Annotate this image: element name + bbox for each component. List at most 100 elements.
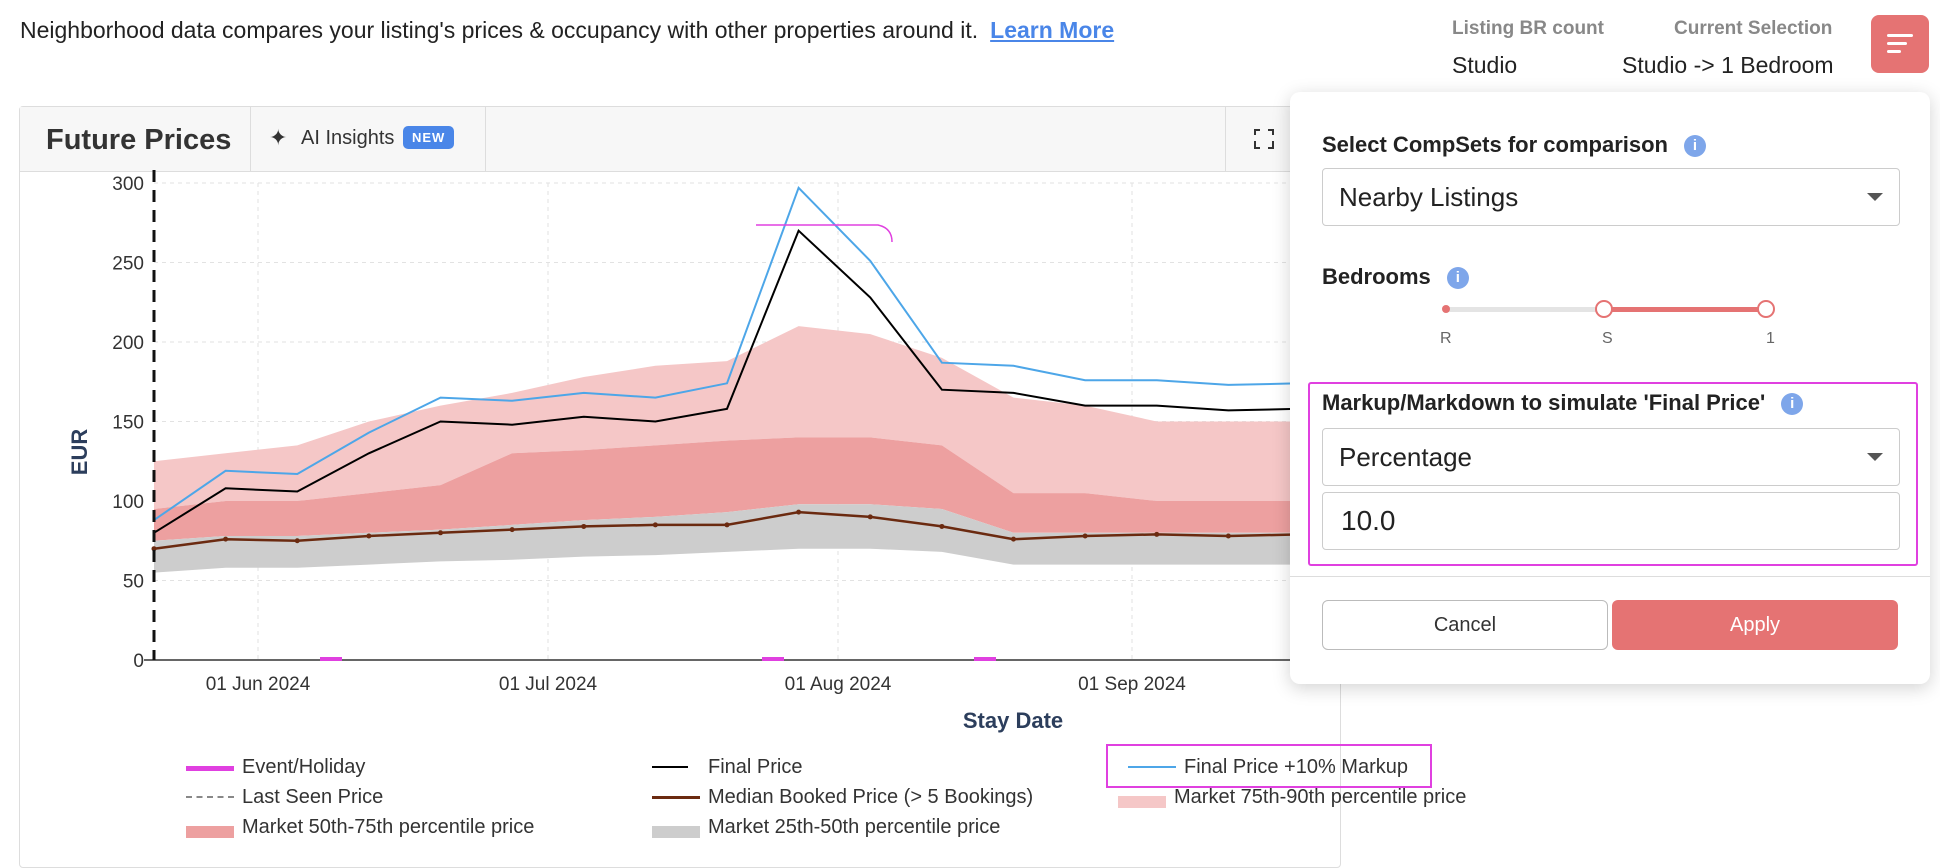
compsets-label-row: Select CompSets for comparison i xyxy=(1322,132,1706,158)
cancel-button[interactable]: Cancel xyxy=(1322,600,1608,650)
y-tick-label: 250 xyxy=(112,254,144,275)
legend-swatch xyxy=(186,826,234,838)
legend-label: Final Price xyxy=(708,756,803,778)
event-marker xyxy=(320,657,342,661)
info-icon[interactable]: i xyxy=(1683,135,1706,158)
markup-type-select[interactable]: Percentage xyxy=(1322,428,1900,486)
legend-item[interactable]: Median Booked Price (> 5 Bookings) xyxy=(652,786,1033,809)
apply-button[interactable]: Apply xyxy=(1612,600,1898,650)
description-text: Neighborhood data compares your listing'… xyxy=(20,17,979,43)
legend-item[interactable]: Market 75th-90th percentile price xyxy=(1118,786,1466,809)
series-final-price-markup xyxy=(153,185,1301,521)
compsets-label: Select CompSets for comparison xyxy=(1322,132,1668,157)
legend-label: Median Booked Price (> 5 Bookings) xyxy=(708,786,1034,808)
median-point xyxy=(939,523,945,529)
slider-tick-s: S xyxy=(1602,330,1613,347)
legend-item[interactable]: Event/Holiday xyxy=(186,756,365,779)
legend-swatch xyxy=(186,796,234,798)
panel-divider xyxy=(1290,576,1930,577)
median-point xyxy=(151,546,157,552)
median-point xyxy=(509,527,515,533)
median-point xyxy=(796,509,802,515)
legend-swatch xyxy=(1118,796,1166,808)
annotation-arrow xyxy=(756,224,893,243)
y-tick-label: 200 xyxy=(112,333,144,354)
x-tick-label: 01 Jul 2024 xyxy=(499,674,598,695)
legend-highlight-box xyxy=(1106,744,1432,788)
y-tick-label: 50 xyxy=(123,572,144,593)
band-25-50 xyxy=(154,504,1300,573)
compset-settings-panel: Select CompSets for comparison i Nearby L… xyxy=(1290,92,1930,684)
new-badge: NEW xyxy=(403,126,455,149)
sort-lines-icon xyxy=(1887,34,1913,37)
median-point xyxy=(366,533,372,539)
y-tick-label: 150 xyxy=(112,413,144,434)
br-count-value: Studio xyxy=(1452,52,1518,78)
legend-item[interactable]: Market 25th-50th percentile price xyxy=(652,816,1000,839)
y-tick-label: 100 xyxy=(112,492,144,513)
current-selection: Current Selection Studio -> 1 Bedroom xyxy=(1622,18,1834,79)
legend-swatch xyxy=(652,796,700,799)
bedrooms-slider[interactable] xyxy=(1442,298,1775,322)
markup-label: Markup/Markdown to simulate 'Final Price… xyxy=(1322,390,1766,415)
slider-handle-end[interactable] xyxy=(1757,300,1775,318)
slider-handle-start[interactable] xyxy=(1595,300,1613,318)
x-tick-label: 01 Aug 2024 xyxy=(785,674,892,695)
legend-swatch xyxy=(652,826,700,838)
card-title: Future Prices xyxy=(46,124,232,156)
compsets-value: Nearby Listings xyxy=(1339,182,1519,212)
learn-more-link[interactable]: Learn More xyxy=(990,17,1115,43)
bedrooms-label: Bedrooms xyxy=(1322,264,1431,289)
markup-value: 10.0 xyxy=(1341,505,1396,536)
median-point xyxy=(652,522,658,528)
compsets-select[interactable]: Nearby Listings xyxy=(1322,168,1900,226)
legend-swatch xyxy=(186,766,234,771)
legend-label: Final Price +10% Markup xyxy=(1184,756,1408,778)
legend-item[interactable]: Final Price xyxy=(652,756,802,779)
median-point xyxy=(867,514,873,520)
legend-label: Market 25th-50th percentile price xyxy=(708,816,1001,838)
legend-swatch xyxy=(652,766,688,768)
markup-value-input[interactable]: 10.0 xyxy=(1322,492,1900,550)
legend-label: Market 75th-90th percentile price xyxy=(1174,786,1467,808)
legend-swatch xyxy=(1128,766,1176,768)
legend-item[interactable]: Market 50th-75th percentile price xyxy=(186,816,534,839)
median-point xyxy=(1082,533,1088,539)
legend-item[interactable]: Last Seen Price xyxy=(186,786,383,809)
median-point xyxy=(1225,533,1231,539)
median-point xyxy=(438,530,443,536)
event-marker xyxy=(762,657,784,661)
br-count-label: Listing BR count xyxy=(1452,18,1604,39)
median-point xyxy=(1011,536,1016,542)
fullscreen-button[interactable] xyxy=(1225,107,1296,171)
menu-button[interactable] xyxy=(1871,15,1929,73)
series-final-price xyxy=(153,228,1301,534)
x-tick-label: 01 Jun 2024 xyxy=(206,674,311,695)
bedrooms-label-row: Bedrooms i xyxy=(1322,264,1469,290)
chevron-down-icon xyxy=(1867,193,1883,201)
slider-tick-r: R xyxy=(1440,330,1452,347)
info-icon[interactable]: i xyxy=(1781,393,1804,416)
legend-item[interactable]: Final Price +10% Markup xyxy=(1128,756,1408,779)
neighborhood-description: Neighborhood data compares your listing'… xyxy=(20,17,1114,44)
price-chart: 300 250 200 150 100 50 0 01 Jun 2024 01 Jul 2024… xyxy=(67,170,1303,733)
y-tick-label: 0 xyxy=(133,651,144,672)
slider-dot-r xyxy=(1442,305,1450,313)
x-tick-label: 01 Sep 2024 xyxy=(1078,674,1186,695)
y-axis-label: EUR xyxy=(67,429,92,476)
chevron-down-icon xyxy=(1867,453,1883,461)
median-point xyxy=(724,522,730,528)
legend-label: Market 50th-75th percentile price xyxy=(242,816,535,838)
tab-ai-insights[interactable]: ✦ AI Insights NEW xyxy=(250,107,486,171)
info-icon[interactable]: i xyxy=(1446,267,1469,290)
slider-tick-1: 1 xyxy=(1766,330,1775,347)
event-marker xyxy=(974,657,996,661)
ai-insights-label: AI Insights xyxy=(301,127,395,149)
median-point xyxy=(581,523,587,529)
listing-br-count: Listing BR count Studio xyxy=(1452,18,1604,79)
markup-label-row: Markup/Markdown to simulate 'Final Price… xyxy=(1322,390,1804,416)
legend-label: Event/Holiday xyxy=(242,756,366,778)
median-point xyxy=(1154,531,1160,537)
current-selection-value: Studio -> 1 Bedroom xyxy=(1622,52,1834,78)
y-tick-label: 300 xyxy=(112,174,144,195)
